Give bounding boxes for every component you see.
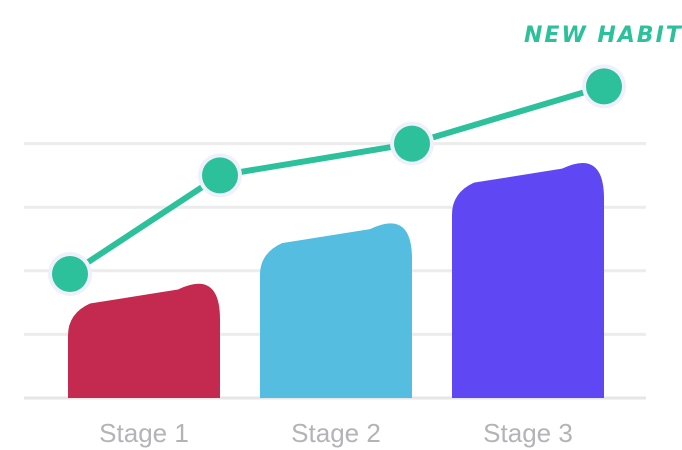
category-label: Stage 2 bbox=[291, 418, 381, 448]
bars bbox=[68, 162, 604, 398]
trend-point bbox=[202, 157, 238, 194]
category-labels: Stage 1 Stage 2 Stage 3 bbox=[99, 418, 573, 448]
trend-point bbox=[52, 255, 88, 292]
trend-line-group bbox=[48, 64, 626, 296]
bar-stage-2 bbox=[260, 223, 412, 398]
annotation-label: NEW HABIT bbox=[524, 23, 682, 48]
category-label: Stage 1 bbox=[99, 418, 189, 448]
trend-line bbox=[68, 83, 605, 277]
category-label: Stage 3 bbox=[483, 418, 573, 448]
trend-point bbox=[586, 68, 622, 105]
bar-stage-1 bbox=[68, 283, 220, 398]
trend-point bbox=[394, 125, 430, 162]
bar-stage-3 bbox=[452, 162, 604, 398]
